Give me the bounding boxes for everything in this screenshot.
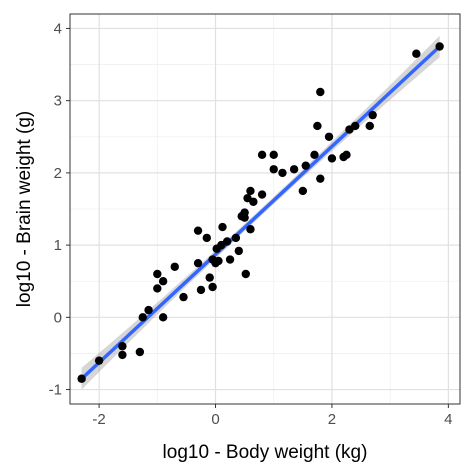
data-point xyxy=(327,154,337,163)
data-point xyxy=(118,342,127,351)
data-point xyxy=(316,87,325,97)
data-point xyxy=(365,121,374,131)
data-point xyxy=(269,165,278,174)
data-point xyxy=(208,282,217,292)
data-point xyxy=(205,273,214,282)
axis-ticks: -2 0 2 4 -1 0 1 2 3 4 xyxy=(49,20,453,428)
data-point xyxy=(269,150,278,160)
regression-line-layer xyxy=(80,45,441,381)
x-tick-label: 2 xyxy=(328,411,336,428)
data-point xyxy=(241,269,250,279)
data-point xyxy=(218,222,227,232)
y-axis-title: log10 - Brain weight (g) xyxy=(14,111,35,307)
data-point xyxy=(289,165,299,174)
regression-line xyxy=(80,45,441,381)
data-point xyxy=(240,213,249,222)
data-point xyxy=(231,233,241,243)
data-point xyxy=(324,132,334,141)
panel-border xyxy=(69,13,461,405)
data-point xyxy=(77,374,86,383)
data-point xyxy=(153,269,162,279)
y-tick-label: 3 xyxy=(54,93,62,110)
y-tick-label: 0 xyxy=(54,309,62,326)
data-point xyxy=(298,186,308,196)
data-point xyxy=(158,313,168,322)
y-tick-label: -1 xyxy=(49,382,62,399)
x-axis-title: log10 - Body weight (kg) xyxy=(163,442,368,463)
y-tick-label: 1 xyxy=(54,237,62,254)
data-point xyxy=(368,110,377,120)
data-point xyxy=(170,262,179,271)
grid-lines xyxy=(70,14,460,404)
data-point xyxy=(246,186,255,196)
data-point xyxy=(316,174,325,183)
data-point xyxy=(351,121,360,131)
data-point xyxy=(193,226,203,235)
data-point xyxy=(249,197,258,206)
data-point xyxy=(158,277,168,286)
data-point xyxy=(246,225,255,234)
data-point xyxy=(193,258,203,268)
data-point xyxy=(202,233,211,243)
x-tick-label: 0 xyxy=(211,411,219,428)
data-point xyxy=(144,305,153,315)
data-point xyxy=(214,256,223,266)
data-point xyxy=(412,49,421,58)
data-point xyxy=(179,292,188,302)
data-point xyxy=(257,150,267,160)
data-point xyxy=(196,285,206,295)
data-points xyxy=(77,42,444,383)
data-point xyxy=(225,255,235,264)
data-point xyxy=(234,246,244,256)
data-point xyxy=(342,150,351,160)
data-point xyxy=(94,356,104,365)
data-point xyxy=(435,42,444,51)
data-point xyxy=(278,168,287,178)
data-point xyxy=(310,150,319,160)
x-tick-label: 4 xyxy=(444,411,452,428)
data-point xyxy=(135,347,145,357)
y-tick-label: 4 xyxy=(54,20,62,37)
data-point xyxy=(257,190,267,199)
data-point xyxy=(118,350,127,360)
data-point xyxy=(138,313,147,322)
data-point xyxy=(313,121,322,131)
data-point xyxy=(301,161,310,170)
y-tick-label: 2 xyxy=(54,165,62,182)
x-tick-label: -2 xyxy=(92,411,105,428)
data-point xyxy=(222,237,232,246)
data-point xyxy=(153,284,162,293)
